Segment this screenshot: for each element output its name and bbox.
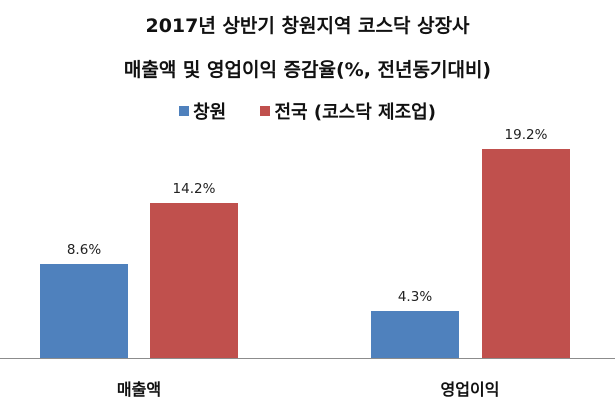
value-label: 14.2% — [172, 181, 216, 197]
value-label: 8.6% — [66, 242, 102, 258]
bar-national-op-profit — [482, 149, 570, 358]
chart-title: 2017년 상반기 창원지역 코스닥 상장사 — [145, 15, 470, 37]
legend-item-changwon: 창원 — [179, 98, 226, 124]
bar-changwon-sales — [40, 264, 128, 358]
bar-changwon-op-profit — [371, 311, 459, 358]
bar-national-sales — [150, 203, 238, 358]
category-label: 매출액 — [116, 380, 162, 399]
legend-swatch-red-icon — [260, 106, 271, 116]
legend-item-national: 전국 (코스닥 제조업) — [260, 98, 436, 124]
category-label: 영업이익 — [440, 380, 500, 399]
chart-subtitle: 매출액 및 영업이익 증감율(%, 전년동기대비) — [123, 59, 492, 81]
legend: 창원 전국 (코스닥 제조업) — [0, 98, 615, 124]
x-axis-line — [0, 358, 615, 359]
value-label: 4.3% — [397, 289, 433, 305]
value-label: 19.2% — [504, 127, 548, 143]
legend-swatch-blue-icon — [179, 106, 190, 116]
